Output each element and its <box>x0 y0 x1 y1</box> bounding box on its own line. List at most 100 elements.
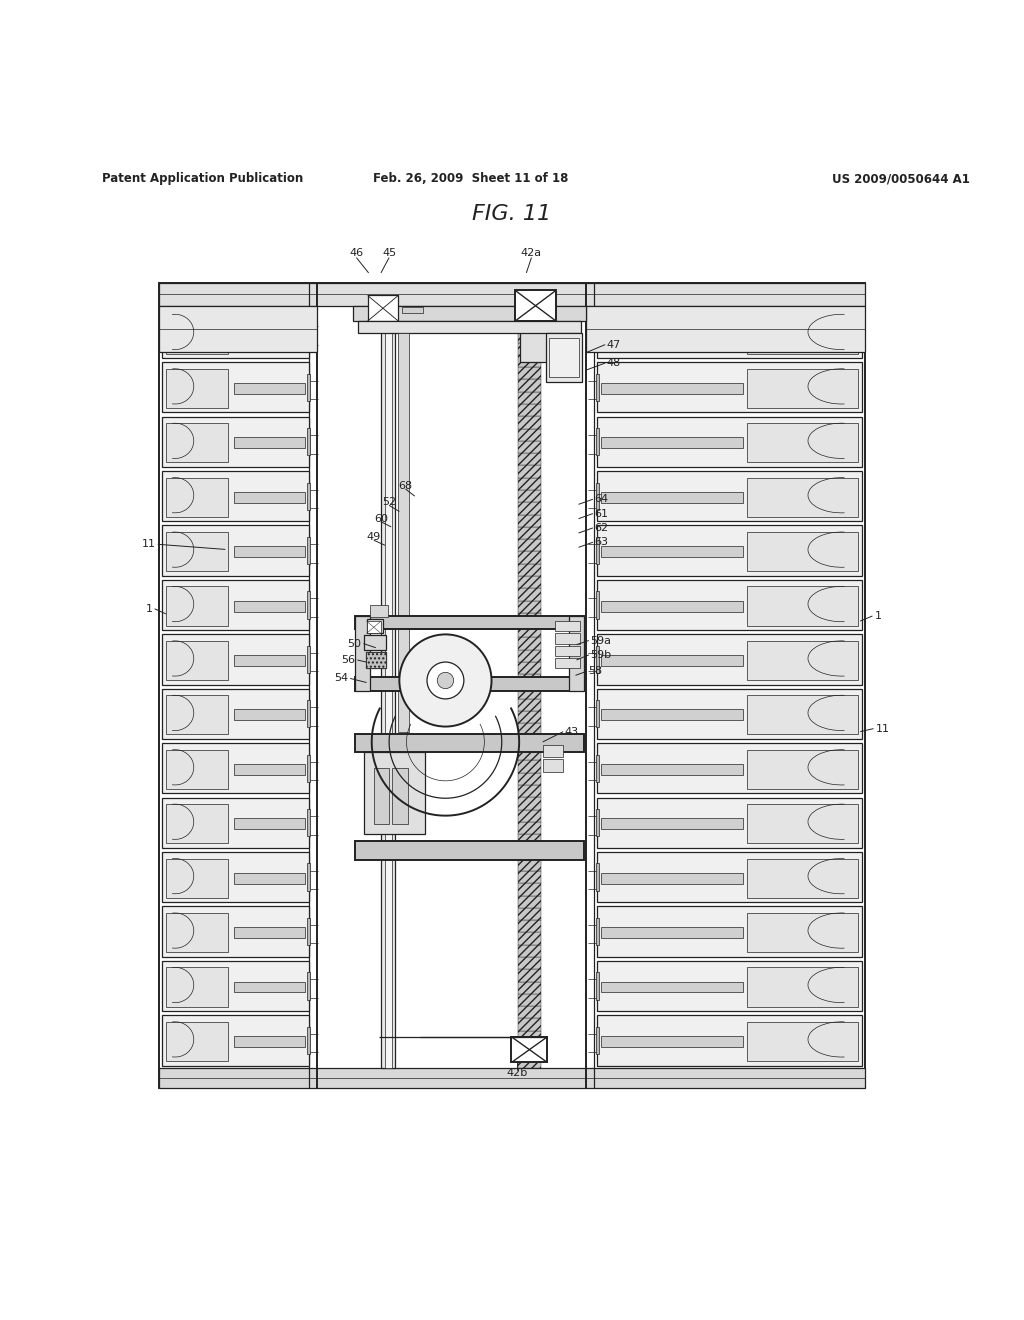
Bar <box>518 392 541 404</box>
Bar <box>162 851 309 903</box>
Bar <box>307 483 310 510</box>
Bar <box>367 622 381 634</box>
Bar <box>596 809 599 837</box>
Bar <box>307 973 310 999</box>
Bar <box>518 809 541 822</box>
Bar <box>596 973 599 999</box>
Bar <box>518 453 541 466</box>
Bar <box>307 645 310 673</box>
Bar <box>166 314 227 354</box>
Bar <box>746 750 858 789</box>
Bar <box>166 586 227 626</box>
Bar <box>166 368 227 408</box>
Bar <box>596 537 599 564</box>
Bar <box>233 873 305 883</box>
Bar <box>166 804 227 843</box>
Bar <box>159 1068 865 1088</box>
Bar <box>385 321 391 1068</box>
Bar <box>162 961 309 1011</box>
Text: 49: 49 <box>367 532 381 543</box>
Bar <box>402 306 423 313</box>
Bar <box>518 797 541 809</box>
Bar <box>307 809 310 837</box>
Bar <box>355 677 584 690</box>
Bar <box>518 698 541 711</box>
Text: 47: 47 <box>606 339 621 350</box>
Bar <box>746 804 858 843</box>
Bar <box>518 576 541 589</box>
Bar <box>518 552 541 564</box>
Bar <box>307 700 310 727</box>
Bar <box>353 306 586 321</box>
Text: 58: 58 <box>588 667 602 676</box>
Bar <box>518 735 541 748</box>
Bar <box>307 1027 310 1053</box>
Bar <box>518 355 541 367</box>
Bar <box>586 306 865 351</box>
Bar <box>233 764 305 775</box>
Bar <box>518 539 541 552</box>
Bar <box>601 818 742 829</box>
Bar <box>398 334 409 731</box>
Bar <box>520 321 555 362</box>
Bar <box>307 755 310 781</box>
Bar <box>518 612 541 626</box>
Bar <box>597 417 862 467</box>
Text: 61: 61 <box>594 508 608 519</box>
Text: Patent Application Publication: Patent Application Publication <box>102 172 304 185</box>
Text: US 2009/0050644 A1: US 2009/0050644 A1 <box>833 172 970 185</box>
Bar <box>555 622 580 631</box>
Bar <box>518 589 541 601</box>
Bar <box>518 441 541 453</box>
Bar <box>162 907 309 957</box>
Text: 63: 63 <box>594 537 608 548</box>
Text: 1: 1 <box>874 611 882 620</box>
Bar <box>601 329 742 339</box>
Bar <box>518 527 541 539</box>
Bar <box>518 982 541 994</box>
Bar <box>597 308 862 358</box>
Bar <box>746 696 858 734</box>
Bar <box>518 723 541 735</box>
Bar <box>307 428 310 455</box>
Text: 64: 64 <box>594 494 608 504</box>
Bar <box>518 711 541 723</box>
Bar <box>162 689 309 739</box>
Bar <box>307 537 310 564</box>
Bar <box>370 605 388 616</box>
Bar <box>374 767 389 824</box>
Bar <box>518 416 541 429</box>
Bar <box>597 907 862 957</box>
Bar <box>518 638 541 649</box>
Bar <box>162 743 309 793</box>
Bar <box>518 908 541 920</box>
Bar <box>596 319 599 347</box>
Bar <box>518 957 541 969</box>
Bar <box>518 945 541 957</box>
Bar <box>746 532 858 572</box>
Bar <box>518 1019 541 1031</box>
Bar <box>162 579 309 630</box>
Bar <box>597 362 862 412</box>
Circle shape <box>399 635 492 726</box>
Bar <box>597 1015 862 1065</box>
Bar <box>307 591 310 619</box>
Bar <box>746 858 858 898</box>
Bar <box>518 686 541 698</box>
Bar <box>518 626 541 638</box>
Bar <box>518 404 541 416</box>
Bar <box>307 374 310 401</box>
Bar <box>518 343 541 355</box>
Bar <box>597 525 862 576</box>
Bar <box>381 321 395 1068</box>
Bar <box>159 284 865 306</box>
Bar <box>597 961 862 1011</box>
Bar <box>518 564 541 576</box>
Text: 48: 48 <box>606 358 621 368</box>
Bar <box>746 586 858 626</box>
Text: 42b: 42b <box>507 1068 527 1077</box>
Bar <box>166 968 227 1007</box>
Bar <box>166 913 227 952</box>
Bar <box>518 379 541 392</box>
Circle shape <box>437 672 454 689</box>
